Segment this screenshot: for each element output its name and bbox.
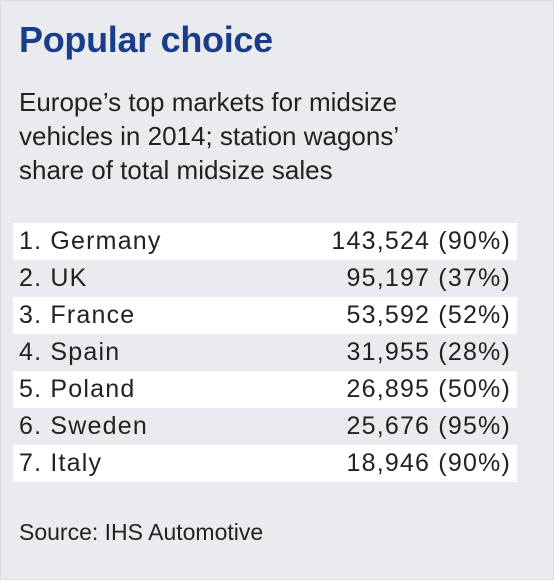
country-label: 5. Poland [19,375,136,403]
subtitle-line: share of total midsize sales [19,155,333,185]
table-row: 1. Germany 143,524 (90%) [13,223,517,260]
sales-value: 95,197 (37%) [346,264,511,292]
sales-value: 53,592 (52%) [346,301,511,329]
country-label: 3. France [19,301,136,329]
country-label: 7. Italy [19,449,103,477]
table-row: 2. UK 95,197 (37%) [13,260,517,297]
table-row: 6. Sweden 25,676 (95%) [13,408,517,445]
sales-value: 18,946 (90%) [346,449,511,477]
table-row: 5. Poland 26,895 (50%) [13,371,517,408]
country-label: 6. Sweden [19,412,148,440]
chart-title: Popular choice [19,19,273,60]
table-row: 7. Italy 18,946 (90%) [13,445,517,482]
country-label: 1. Germany [19,227,162,255]
subtitle-line: Europe’s top markets for midsize [19,87,398,117]
chart-subtitle: Europe’s top markets for midsize vehicle… [19,85,539,187]
source-note: Source: IHS Automotive [19,519,264,545]
subtitle-line: vehicles in 2014; station wagons’ [19,121,400,151]
sales-value: 31,955 (28%) [346,338,511,366]
table-row: 3. France 53,592 (52%) [13,297,517,334]
sales-value: 26,895 (50%) [346,375,511,403]
table-row: 4. Spain 31,955 (28%) [13,334,517,371]
sales-value: 25,676 (95%) [346,412,511,440]
country-label: 2. UK [19,264,88,292]
markets-table: 1. Germany 143,524 (90%) 2. UK 95,197 (3… [13,223,517,482]
sales-value: 143,524 (90%) [331,227,511,255]
country-label: 4. Spain [19,338,121,366]
